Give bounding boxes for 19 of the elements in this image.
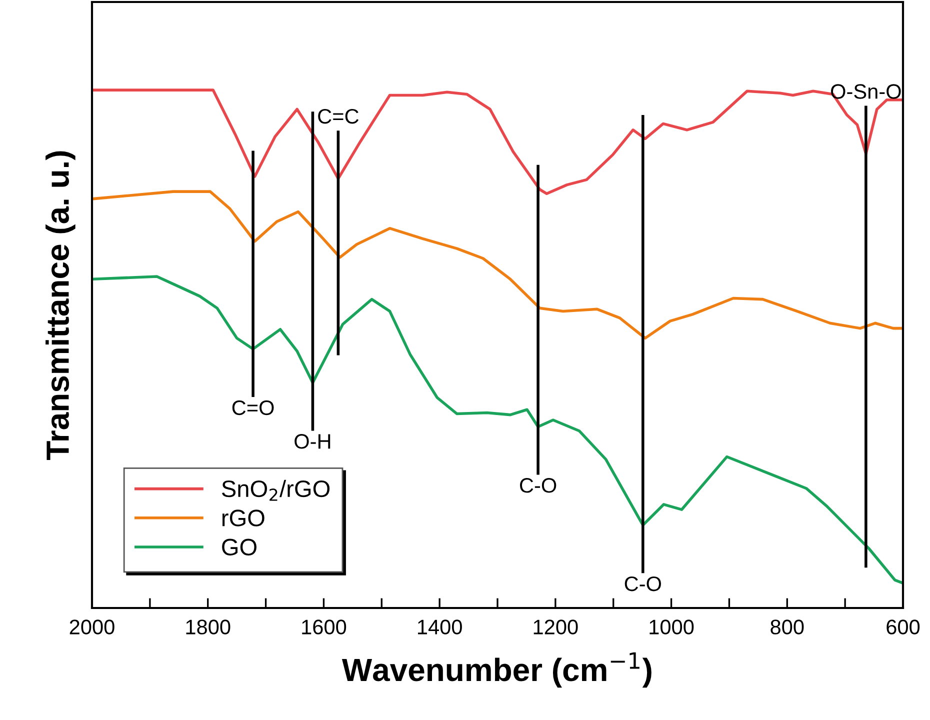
x-tick-label: 600 xyxy=(886,620,920,634)
y-axis-title: Transmittance (a. u.) xyxy=(46,151,76,460)
ref-line-label: O-Sn-O xyxy=(831,84,901,99)
legend-label: rGO xyxy=(222,510,264,526)
x-axis-title: Wavenumber (cm$^{−1}$) xyxy=(342,652,652,688)
x-tick-label: 800 xyxy=(770,620,804,634)
ref-line-label: C-O xyxy=(624,576,661,592)
x-tick-label: 2000 xyxy=(70,620,114,634)
ref-line-label: O-H xyxy=(294,434,330,449)
legend-label: GO xyxy=(222,538,256,556)
ref-line-label: C=O xyxy=(232,400,274,416)
x-tick-label: 1800 xyxy=(186,620,230,634)
x-tick-label: 1600 xyxy=(302,620,346,634)
x-tick-label: 1000 xyxy=(650,620,694,634)
ref-line-label: C=C xyxy=(318,108,359,124)
x-tick-label: 1400 xyxy=(418,620,462,634)
x-tick-label: 1200 xyxy=(534,620,578,634)
ref-line-label: C-O xyxy=(520,478,556,493)
legend-label: SnO$_{2}$/rGO xyxy=(222,480,330,501)
